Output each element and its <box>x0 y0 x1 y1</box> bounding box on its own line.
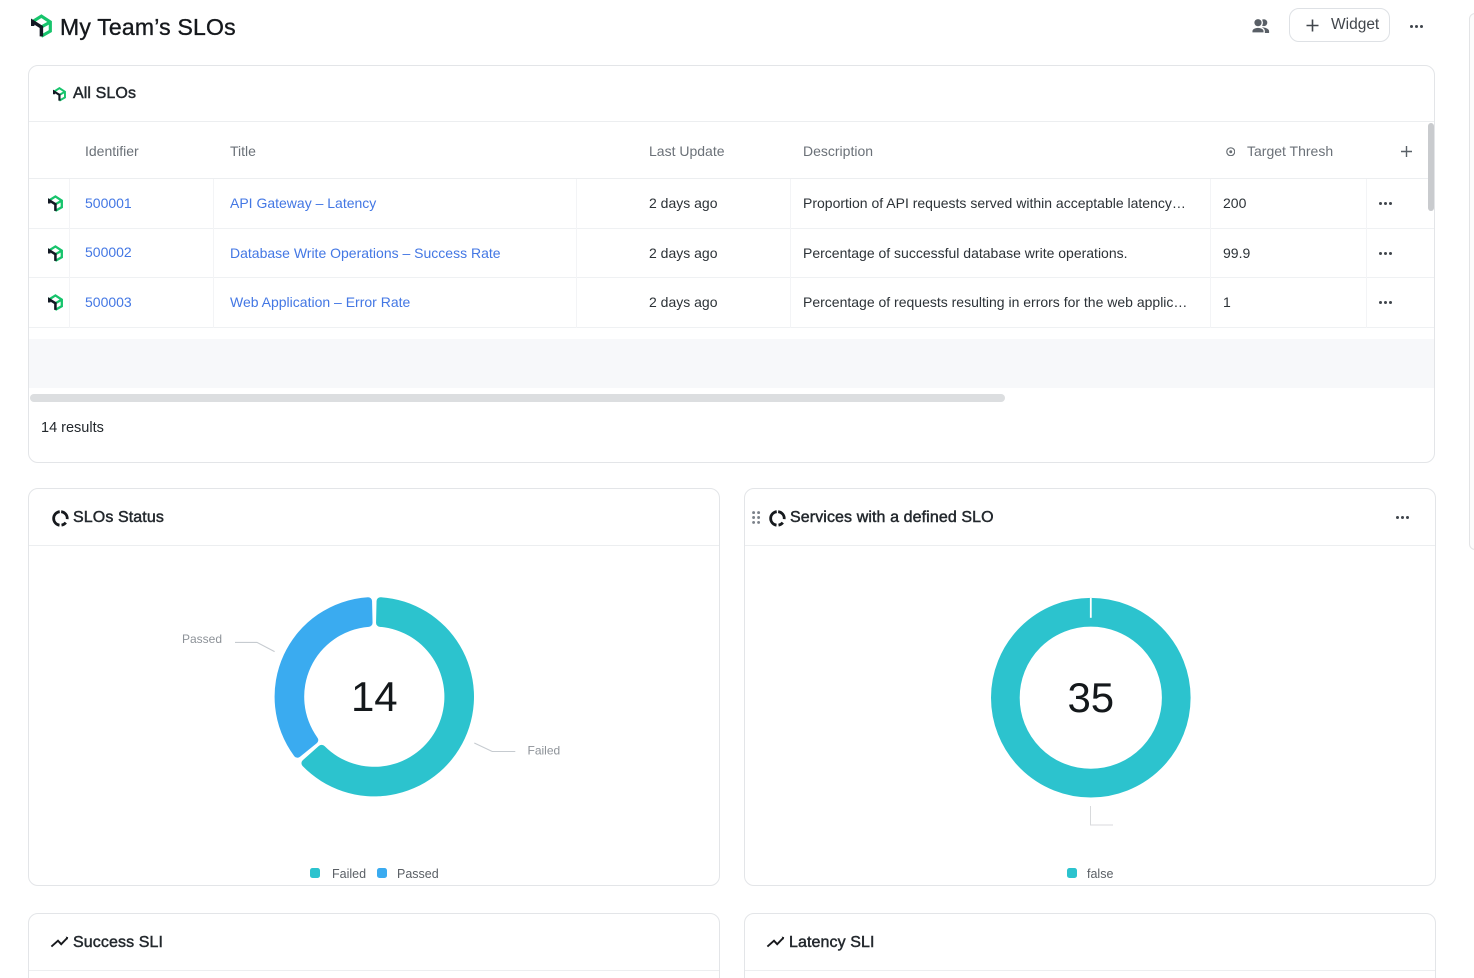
svg-text:Failed: Failed <box>528 744 561 758</box>
svg-text:Passed: Passed <box>182 632 222 646</box>
svg-text:14: 14 <box>351 673 398 720</box>
svg-text:35: 35 <box>1067 674 1114 721</box>
